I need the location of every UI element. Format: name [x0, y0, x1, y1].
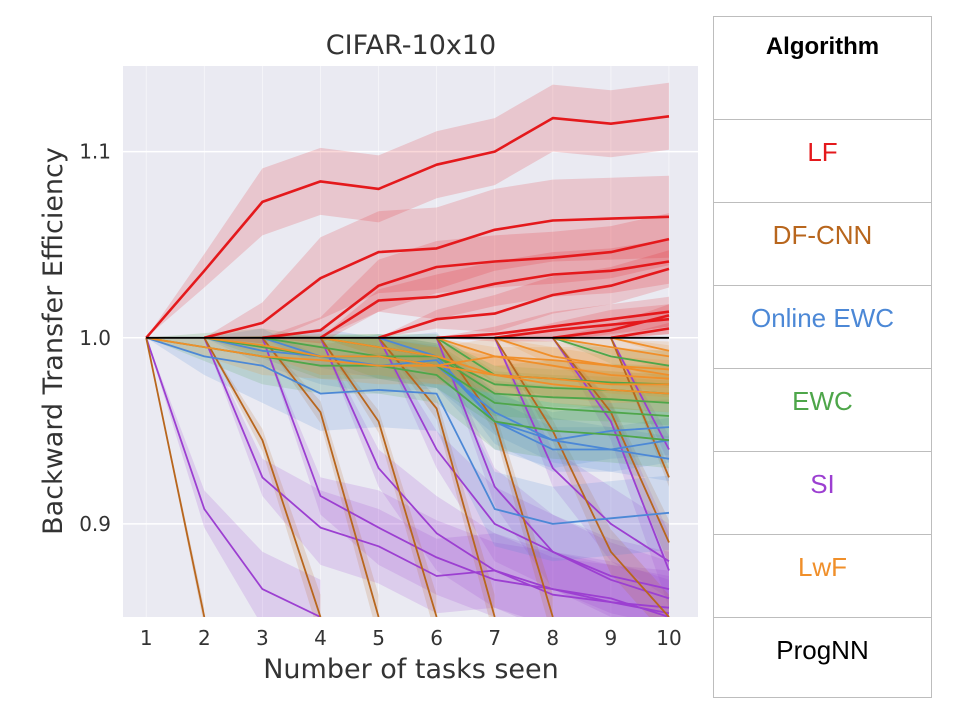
series-line-online-ewc — [145, 336, 670, 525]
chart: 0.9 1.0 1.1 1 2 3 4 5 6 7 8 9 10 CIFAR-10x10 Number … — [38, 30, 698, 685]
x-tick-label: 1 — [140, 626, 153, 650]
y-tick-label: 1.0 — [79, 326, 111, 350]
x-tick-label: 5 — [372, 626, 385, 650]
band-df-cnn — [320, 337, 437, 617]
series-line-lf — [145, 115, 670, 339]
series-line-si — [493, 337, 670, 562]
band-lwf — [610, 337, 669, 357]
series-lines — [145, 115, 670, 617]
band-si — [436, 337, 669, 617]
series-line-lf — [436, 310, 670, 340]
series-line-si — [552, 337, 670, 571]
legend-divider — [714, 617, 931, 618]
series-line-df-cnn — [493, 337, 670, 617]
tick-labels: 0.9 1.0 1.1 1 2 3 4 5 6 7 8 9 10 — [79, 140, 681, 650]
band-si — [204, 337, 669, 617]
series-line-lf — [203, 215, 670, 340]
x-tick-label: 6 — [430, 626, 443, 650]
series-line-lf — [610, 327, 670, 340]
legend-divider — [714, 285, 931, 286]
series-line-lf — [319, 260, 670, 339]
series-line-lwf — [146, 336, 670, 371]
legend-divider — [714, 534, 931, 535]
legend-item-si: SI — [810, 469, 835, 499]
series-layer — [145, 82, 670, 617]
legend-item-online-ewc: Online EWC — [750, 303, 895, 333]
band-si — [378, 337, 669, 617]
legend-divider — [714, 202, 931, 203]
legend-item-df-cnn: DF-CNN — [772, 220, 873, 250]
y-tick-label: 1.1 — [79, 140, 111, 164]
legend-divider — [714, 451, 931, 452]
band-si — [320, 337, 669, 617]
y-tick-label: 0.9 — [79, 512, 111, 536]
series-line-df-cnn — [145, 337, 206, 617]
band-lf — [320, 239, 669, 338]
band-si — [262, 337, 669, 617]
legend-item-lwf: LwF — [797, 552, 848, 582]
band-df-cnn — [378, 337, 495, 617]
series-line-si — [377, 337, 670, 600]
x-tick-label: 4 — [314, 626, 327, 650]
x-axis-label: Number of tasks seen — [263, 654, 559, 685]
series-line-si — [145, 337, 321, 617]
x-tick-label: 3 — [256, 626, 269, 650]
x-tick-label: 2 — [198, 626, 211, 650]
series-line-df-cnn — [377, 337, 496, 617]
band-si — [146, 337, 321, 617]
band-lwf — [204, 335, 670, 403]
series-line-si — [203, 337, 670, 615]
band-lf — [610, 322, 669, 338]
series-line-lwf — [436, 336, 670, 380]
legend-item-lf: LF — [807, 137, 838, 167]
band-lf — [204, 175, 670, 344]
series-line-lwf — [610, 336, 670, 352]
band-df-cnn — [262, 337, 379, 617]
series-line-si — [610, 337, 670, 450]
series-line-si — [435, 337, 670, 590]
band-online-ewc — [204, 328, 670, 469]
series-line-lf — [378, 267, 670, 340]
band-ewc — [436, 337, 669, 403]
legend-item-prognn: ProgNN — [776, 635, 869, 665]
band-online-ewc — [146, 328, 669, 562]
series-line-lwf — [552, 336, 670, 358]
legend-divider — [714, 368, 931, 369]
series-line-df-cnn — [261, 337, 380, 617]
x-tick-label: 9 — [605, 626, 618, 650]
chart-title: CIFAR-10x10 — [326, 30, 496, 61]
series-line-lf — [552, 314, 670, 340]
legend-divider — [714, 119, 931, 120]
series-line-df-cnn — [203, 337, 322, 617]
y-axis-label: Backward Transfer Efficiency — [38, 147, 69, 535]
series-line-si — [319, 337, 670, 617]
series-line-lwf — [204, 336, 669, 386]
series-line-lwf — [494, 336, 670, 376]
series-line-lwf — [320, 336, 670, 395]
legend-item-ewc: EWC — [792, 386, 853, 416]
series-line-df-cnn — [610, 337, 670, 478]
series-line-ewc — [552, 336, 670, 367]
band-lf — [146, 82, 669, 338]
x-tick-label: 8 — [546, 626, 559, 650]
series-line-online-ewc — [378, 336, 670, 460]
series-line-ewc — [262, 336, 670, 404]
x-tick-label: 10 — [656, 626, 681, 650]
series-line-lf — [262, 237, 670, 340]
legend-title: Algorithm — [765, 33, 880, 60]
legend-table: Algorithm LF DF-CNN Online EWC EWC SI LwF ProgN… — [713, 16, 932, 698]
band-df-cnn — [204, 337, 321, 617]
band-lwf — [552, 337, 669, 372]
series-line-si — [261, 337, 670, 609]
band-lf — [552, 304, 669, 338]
x-tick-label: 7 — [488, 626, 501, 650]
